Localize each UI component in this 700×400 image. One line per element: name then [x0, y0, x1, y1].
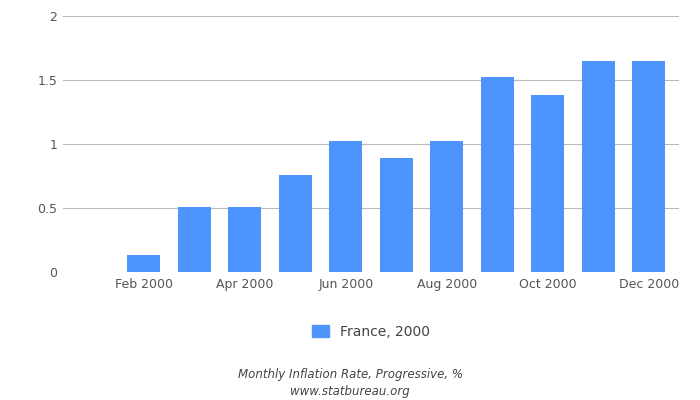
Legend: France, 2000: France, 2000 — [312, 325, 430, 339]
Bar — [178, 207, 211, 272]
Bar — [531, 95, 564, 272]
Bar — [329, 142, 362, 272]
Bar — [127, 255, 160, 272]
Bar — [380, 158, 413, 272]
Bar — [279, 175, 312, 272]
Text: www.statbureau.org: www.statbureau.org — [290, 385, 410, 398]
Bar — [430, 142, 463, 272]
Bar — [632, 61, 665, 272]
Bar — [481, 78, 514, 272]
Text: Monthly Inflation Rate, Progressive, %: Monthly Inflation Rate, Progressive, % — [237, 368, 463, 381]
Bar — [582, 61, 615, 272]
Bar — [228, 207, 261, 272]
